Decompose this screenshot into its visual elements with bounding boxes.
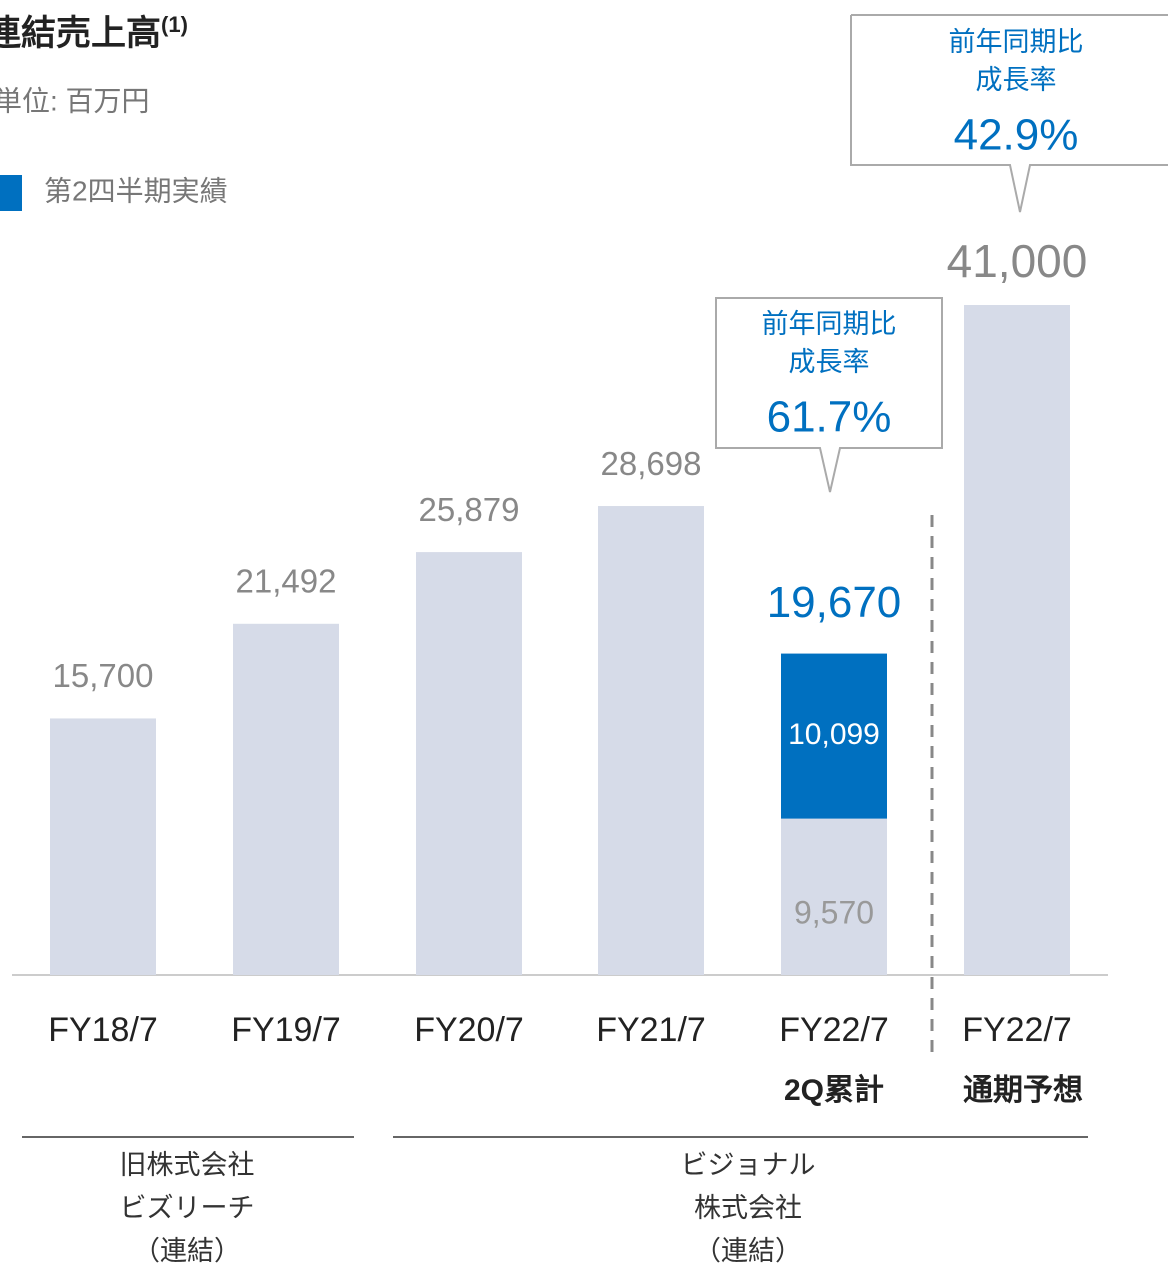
value-label: 9,570 — [794, 894, 874, 930]
value-label: 10,099 — [788, 718, 880, 751]
callout-text: 前年同期比 — [762, 309, 897, 339]
bar — [598, 506, 704, 975]
legend-swatch — [0, 175, 22, 211]
x-sublabel: 通期予想 — [963, 1074, 1083, 1107]
value-label: 28,698 — [601, 445, 702, 482]
x-tick-label: FY22/7 — [962, 1011, 1072, 1049]
bar — [964, 305, 1070, 975]
x-tick-label: FY18/7 — [48, 1011, 158, 1049]
value-label: 21,492 — [236, 563, 337, 600]
callout-rate: 61.7% — [767, 393, 892, 442]
x-sublabel: 2Q累計 — [784, 1073, 884, 1107]
x-tick-label: FY19/7 — [231, 1011, 341, 1049]
title-text: 連結売上高 — [0, 14, 161, 53]
value-label: 41,000 — [947, 235, 1088, 287]
x-tick-label: FY22/7 — [779, 1011, 889, 1049]
callout-text: 前年同期比 — [949, 27, 1084, 57]
bar — [50, 718, 156, 975]
bar — [416, 552, 522, 975]
value-label: 15,700 — [53, 657, 154, 694]
x-tick-label: FY20/7 — [414, 1011, 524, 1049]
callout-box — [715, 297, 943, 493]
callout-rate: 42.9% — [954, 111, 1079, 160]
callout-text: 成長率 — [789, 347, 870, 377]
x-tick-label: FY21/7 — [596, 1011, 706, 1049]
group-label: 株式会社 — [694, 1193, 802, 1223]
legend-label: 第2四半期実績 — [44, 175, 228, 206]
callout-text: 成長率 — [976, 65, 1057, 95]
stack-total: 19,670 — [767, 578, 902, 627]
bar — [781, 818, 887, 975]
subtitle: 単位: 百万円 — [0, 85, 150, 116]
bar — [233, 623, 339, 975]
chart-title: 連結売上高(1) — [0, 12, 188, 53]
group-label: （連結） — [133, 1236, 241, 1266]
group-label: ビズリーチ — [120, 1193, 255, 1223]
group-label: （連結） — [694, 1236, 802, 1266]
title-note: (1) — [161, 12, 188, 37]
group-label: ビジョナル — [681, 1150, 816, 1180]
callout-box — [850, 14, 1168, 213]
group-label: 旧株式会社 — [120, 1150, 255, 1180]
value-label: 25,879 — [419, 491, 520, 528]
bar — [781, 653, 887, 819]
